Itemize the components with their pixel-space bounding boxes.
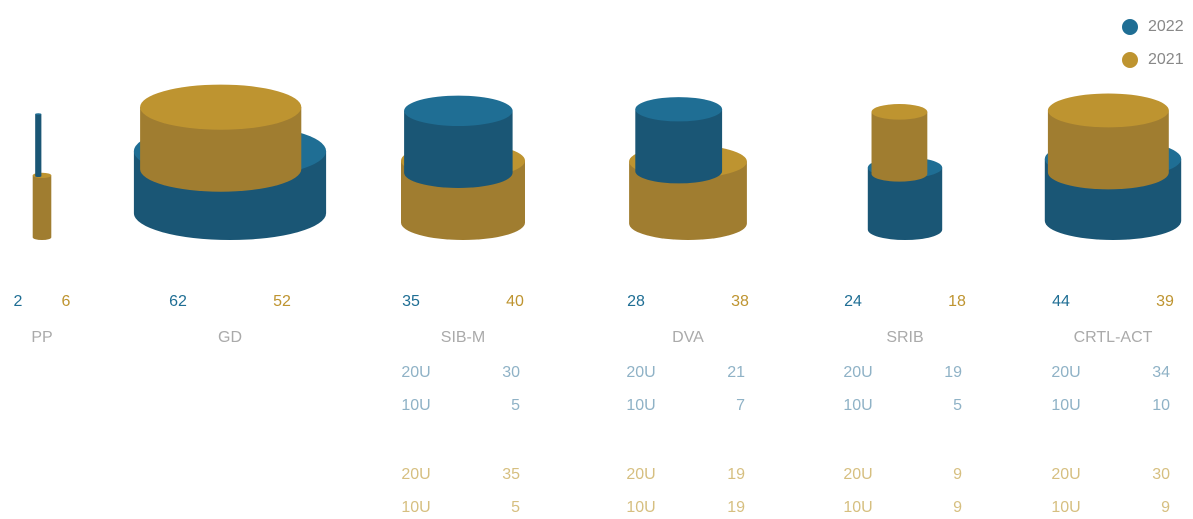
breakdown-value: 9 xyxy=(1161,499,1170,516)
value-label: 44 xyxy=(1052,293,1070,310)
cylinder-side xyxy=(871,111,928,182)
group-label: CRTL-ACT xyxy=(1074,329,1153,346)
breakdown-label: 10U xyxy=(401,397,430,414)
cylinder-side xyxy=(867,167,943,240)
value-label: 35 xyxy=(402,293,420,310)
breakdown-value: 30 xyxy=(502,364,520,381)
breakdown-label: 20U xyxy=(626,364,655,381)
breakdown-label: 10U xyxy=(1051,499,1080,516)
breakdown-label: 10U xyxy=(626,499,655,516)
breakdown-label: 10U xyxy=(1051,397,1080,414)
legend-label: 2021 xyxy=(1148,51,1184,68)
breakdown-label: 10U xyxy=(626,397,655,414)
cylinder-top xyxy=(140,84,302,130)
cylinder-top xyxy=(404,95,513,126)
legend-swatch xyxy=(1122,19,1138,35)
breakdown-value: 9 xyxy=(953,499,962,516)
breakdown-label: 20U xyxy=(626,466,655,483)
group-label: SIB-M xyxy=(441,329,485,346)
cylinder xyxy=(1047,93,1169,190)
value-label: 40 xyxy=(506,293,524,310)
breakdown-value: 5 xyxy=(953,397,962,414)
cylinder-side xyxy=(635,109,723,184)
value-label: 18 xyxy=(948,293,966,310)
value-label: 2 xyxy=(14,293,23,310)
cylinder-side xyxy=(35,114,42,177)
legend-swatch xyxy=(1122,52,1138,68)
breakdown-value: 5 xyxy=(511,499,520,516)
cylinder xyxy=(140,84,302,192)
breakdown-label: 20U xyxy=(843,466,872,483)
breakdown-value: 7 xyxy=(736,397,745,414)
breakdown-label: 20U xyxy=(843,364,872,381)
breakdown-value: 19 xyxy=(727,499,745,516)
cylinder xyxy=(871,104,928,182)
group-label: PP xyxy=(31,329,52,346)
breakdown-value: 5 xyxy=(511,397,520,414)
breakdown-label: 10U xyxy=(843,397,872,414)
value-label: 39 xyxy=(1156,293,1174,310)
breakdown-value: 9 xyxy=(953,466,962,483)
breakdown-label: 20U xyxy=(401,364,430,381)
legend-label: 2022 xyxy=(1148,18,1184,35)
breakdown-label: 20U xyxy=(401,466,430,483)
cylinder-top xyxy=(635,97,723,122)
value-label: 24 xyxy=(844,293,862,310)
group-label: DVA xyxy=(672,329,704,346)
breakdown-value: 34 xyxy=(1152,364,1170,381)
group-label: SRIB xyxy=(886,329,923,346)
value-label: 6 xyxy=(62,293,71,310)
cylinder-top xyxy=(871,104,928,120)
breakdown-value: 21 xyxy=(727,364,745,381)
breakdown-label: 10U xyxy=(843,499,872,516)
value-label: 52 xyxy=(273,293,291,310)
cylinder-side xyxy=(140,107,302,192)
cylinder xyxy=(635,97,723,184)
breakdown-label: 10U xyxy=(401,499,430,516)
cylinder-side xyxy=(1047,110,1169,190)
breakdown-value: 19 xyxy=(727,466,745,483)
breakdown-value: 10 xyxy=(1152,397,1170,414)
value-label: 38 xyxy=(731,293,749,310)
breakdown-label: 20U xyxy=(1051,364,1080,381)
cylinder xyxy=(32,172,52,240)
breakdown-label: 20U xyxy=(1051,466,1080,483)
breakdown-value: 30 xyxy=(1152,466,1170,483)
cylinder-top xyxy=(1047,93,1169,128)
breakdown-value: 35 xyxy=(502,466,520,483)
cylinder-side xyxy=(32,175,52,240)
cylinder xyxy=(35,113,42,177)
cylinder-side xyxy=(404,110,513,188)
cylinder xyxy=(404,95,513,188)
value-label: 28 xyxy=(627,293,645,310)
breakdown-value: 19 xyxy=(944,364,962,381)
value-label: 62 xyxy=(169,293,187,310)
cylinder-top xyxy=(35,113,42,115)
group-label: GD xyxy=(218,329,242,346)
